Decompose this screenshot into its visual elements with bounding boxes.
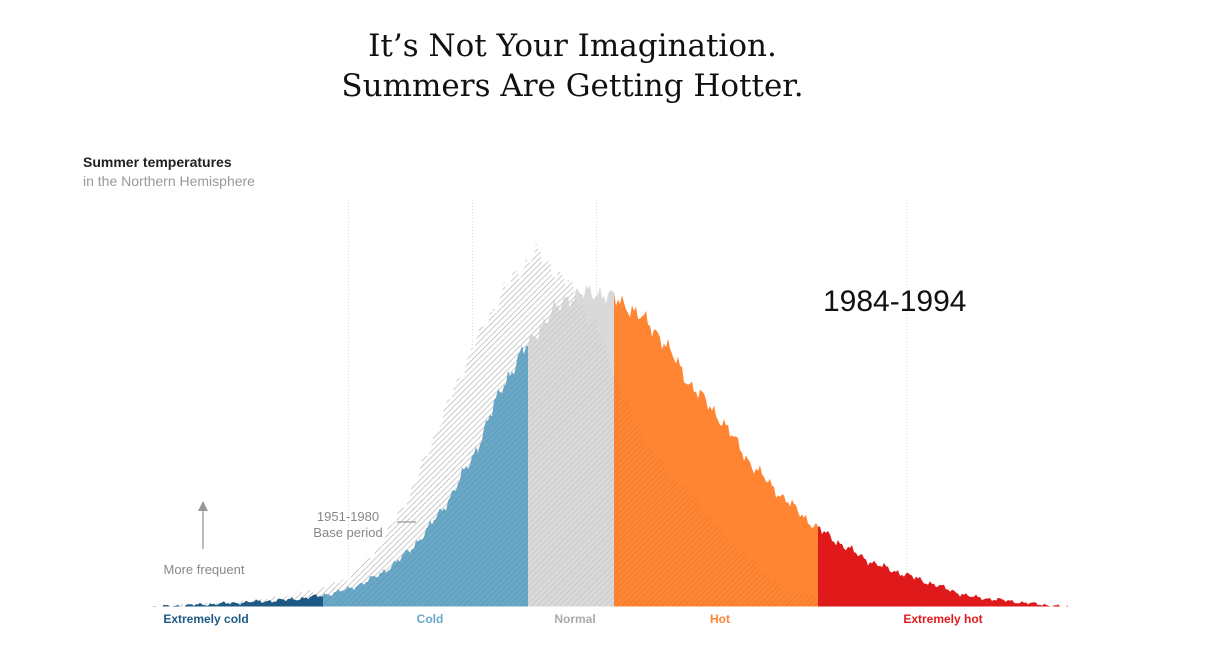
segment-hot [614,292,818,607]
segment-extremely-cold [150,586,323,607]
subtitle-secondary: in the Northern Hemisphere [83,173,255,189]
segment-cold [323,257,528,607]
category-label-cold: Cold [416,612,444,626]
base-period-annotation: 1951-1980 Base period [296,509,400,541]
subtitle-main: Summer temperatures [83,154,232,170]
base-overlay-cold [323,257,528,607]
recent-period-area-layer [150,242,1068,607]
segment-normal [528,242,614,607]
chart-subtitle: Summer temperatures in the Northern Hemi… [83,154,255,189]
base-overlay-normal [528,242,614,607]
more-frequent-arrow [198,501,208,549]
area-extremely-hot [818,526,1068,607]
base-period-text: Base period [313,525,383,540]
category-label-extremely-cold: Extremely cold [163,612,249,626]
title-line-2: Summers Are Getting Hotter. [341,68,804,104]
segment-extremely-hot [818,526,1068,607]
base-period-year: 1951-1980 [316,509,380,524]
chart-title: It’s Not Your Imagination. Summers Are G… [230,26,915,106]
base-overlay-extremely-hot [818,597,1068,607]
period-label: 1984-1994 [823,285,967,318]
title-line-1: It’s Not Your Imagination. [368,28,777,64]
category-label-extremely-hot: Extremely hot [903,612,983,626]
base-overlay-hot [614,373,818,607]
category-label-normal: Normal [554,612,596,626]
more-frequent-label: More frequent [163,562,245,577]
base-overlay-extremely-cold [150,586,323,607]
category-label-hot: Hot [710,612,730,626]
